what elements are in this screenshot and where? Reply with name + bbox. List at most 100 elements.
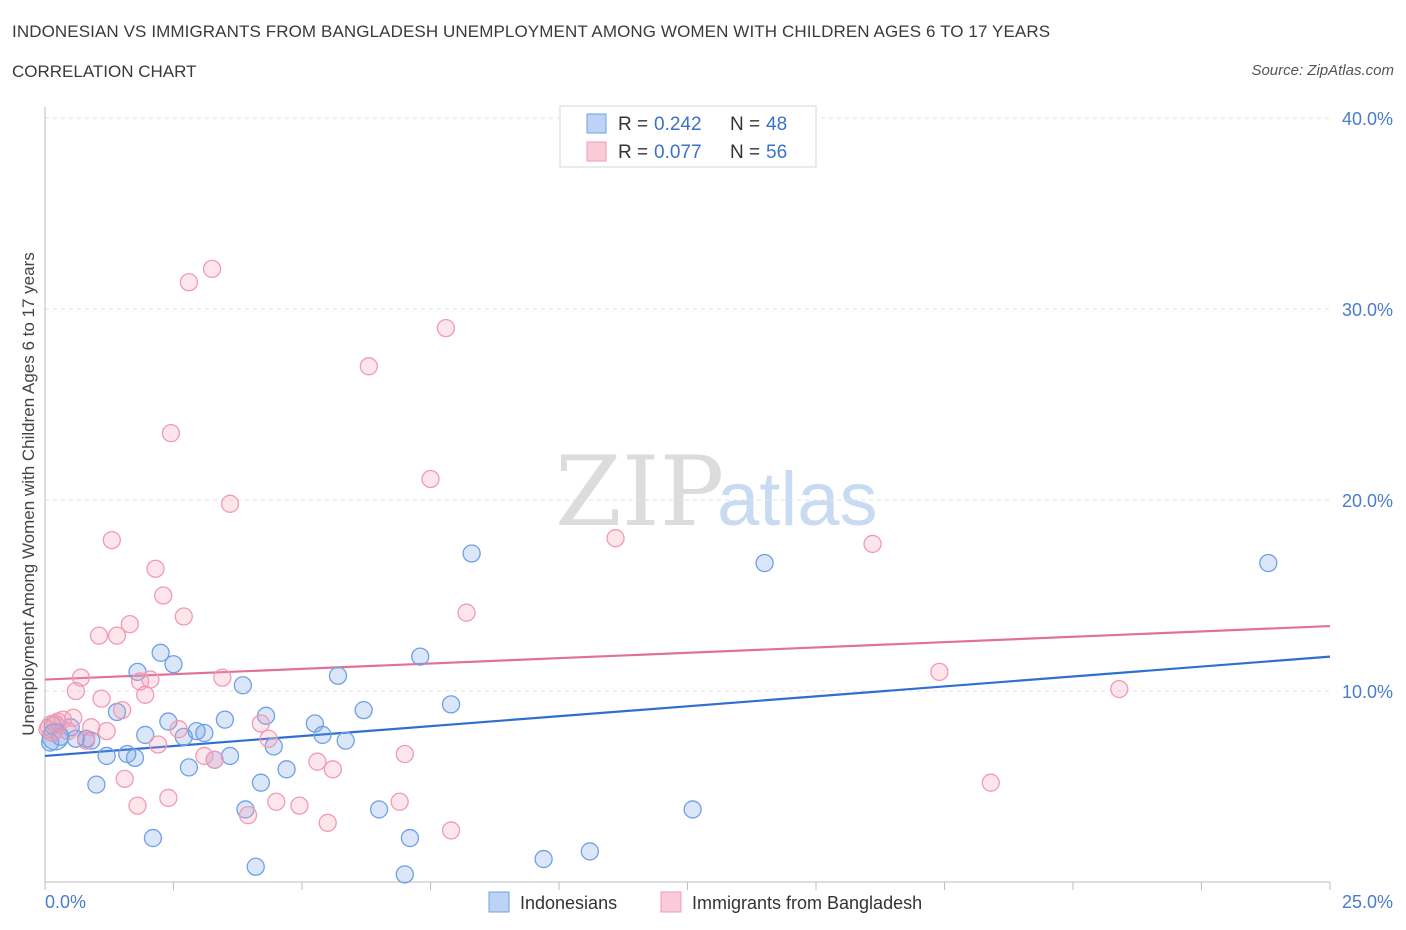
point-bangladesh-16 xyxy=(120,615,139,634)
point-bangladesh-42 xyxy=(359,357,378,376)
point-bangladesh-51 xyxy=(930,662,949,682)
point-indonesians-36 xyxy=(354,700,373,720)
point-bangladesh-50 xyxy=(863,534,882,554)
point-indonesians-38 xyxy=(395,865,414,884)
source-credit: Source: ZipAtlas.com xyxy=(1251,62,1394,79)
point-indonesians-11 xyxy=(125,748,145,767)
point-bangladesh-24 xyxy=(159,788,178,808)
axes: 10.0% 20.0% 30.0% 40.0% 0.0% 25.0% xyxy=(44,107,1393,912)
point-indonesians-8 xyxy=(97,746,116,766)
y-tick-label: 40.0% xyxy=(1342,109,1393,129)
legend-swatch-indonesians xyxy=(586,113,607,134)
point-bangladesh-17 xyxy=(128,796,147,815)
x-tick-label-min: 0.0% xyxy=(45,892,86,912)
bottom-legend-bangladesh: Immigrants from Bangladesh xyxy=(692,893,922,913)
point-indonesians-47 xyxy=(1259,553,1278,573)
chart-title: INDONESIAN VS IMMIGRANTS FROM BANGLADESH… xyxy=(12,22,1051,41)
legend-r-label-2: R = xyxy=(618,142,648,163)
legend-n-value-1: 48 xyxy=(766,114,787,135)
point-bangladesh-19 xyxy=(136,685,155,704)
chart-subtitle: CORRELATION CHART xyxy=(12,62,197,81)
data-points xyxy=(38,259,1278,884)
gridlines xyxy=(45,117,1330,692)
point-bangladesh-36 xyxy=(259,729,278,748)
point-indonesians-14 xyxy=(143,828,163,848)
point-bangladesh-45 xyxy=(421,469,440,489)
legend-n-label-2: N = xyxy=(730,142,760,163)
point-bangladesh-10 xyxy=(92,689,111,708)
point-bangladesh-37 xyxy=(267,792,286,811)
point-indonesians-25 xyxy=(233,676,253,695)
point-bangladesh-21 xyxy=(146,559,165,578)
stats-legend: R = 0.242 N = 48 R = 0.077 N = 56 xyxy=(559,105,817,168)
point-bangladesh-9 xyxy=(89,626,109,645)
point-bangladesh-14 xyxy=(112,700,132,720)
legend-r-value-2: 0.077 xyxy=(654,142,702,163)
x-tick-label-max: 25.0% xyxy=(1342,892,1393,912)
point-indonesians-43 xyxy=(534,849,553,869)
point-indonesians-31 xyxy=(277,760,296,779)
point-bangladesh-35 xyxy=(251,714,271,733)
point-indonesians-6 xyxy=(82,731,101,750)
watermark-zip: ZIP xyxy=(555,436,724,548)
y-axis-label: Unemployment Among Women with Children A… xyxy=(19,252,38,736)
point-bangladesh-39 xyxy=(308,752,327,771)
point-indonesians-40 xyxy=(411,647,430,666)
point-bangladesh-32 xyxy=(213,668,232,687)
point-bangladesh-13 xyxy=(107,626,127,645)
y-tick-label: 30.0% xyxy=(1342,300,1393,320)
point-indonesians-41 xyxy=(441,695,461,714)
point-bangladesh-26 xyxy=(169,720,188,739)
point-bangladesh-11 xyxy=(97,721,116,741)
point-bangladesh-53 xyxy=(1110,679,1129,699)
bottom-legend-indonesians: Indonesians xyxy=(520,893,617,913)
point-bangladesh-5 xyxy=(66,681,85,701)
point-indonesians-39 xyxy=(400,828,420,848)
point-indonesians-42 xyxy=(462,544,481,563)
point-bangladesh-22 xyxy=(148,735,168,754)
point-bangladesh-23 xyxy=(154,586,173,605)
point-indonesians-7 xyxy=(87,775,106,794)
point-bangladesh-41 xyxy=(323,760,342,779)
legend-r-label-1: R = xyxy=(618,114,648,135)
y-tick-label: 20.0% xyxy=(1342,491,1393,511)
point-indonesians-33 xyxy=(313,725,332,745)
point-indonesians-21 xyxy=(195,723,214,743)
point-indonesians-17 xyxy=(164,655,183,674)
point-bangladesh-4 xyxy=(64,708,83,727)
point-indonesians-16 xyxy=(159,712,178,731)
point-bangladesh-33 xyxy=(220,494,240,513)
point-bangladesh-47 xyxy=(441,821,461,840)
point-bangladesh-46 xyxy=(436,318,456,338)
watermark: ZIP atlas xyxy=(555,436,878,548)
point-bangladesh-20 xyxy=(141,670,160,689)
point-bangladesh-6 xyxy=(71,668,91,687)
point-indonesians-19 xyxy=(179,758,199,777)
point-bangladesh-48 xyxy=(457,603,476,622)
point-bangladesh-52 xyxy=(981,773,1000,792)
point-indonesians-cluster xyxy=(41,723,69,751)
point-bangladesh-27 xyxy=(174,607,193,626)
point-bangladesh-49 xyxy=(606,529,625,548)
y-tick-label: 10.0% xyxy=(1342,682,1393,702)
bottom-legend-swatch-bangladesh xyxy=(660,891,682,913)
point-indonesians-37 xyxy=(369,800,389,819)
point-bangladesh-31 xyxy=(205,750,224,769)
point-indonesians-27 xyxy=(246,857,265,876)
trend-line-indonesians xyxy=(44,655,1331,758)
legend-swatch-bangladesh xyxy=(586,141,607,162)
point-bangladesh-7 xyxy=(76,731,96,750)
point-indonesians-44 xyxy=(580,842,599,861)
point-bangladesh-12 xyxy=(102,530,121,550)
point-bangladesh-15 xyxy=(115,769,134,789)
point-bangladesh-29 xyxy=(195,746,214,766)
point-indonesians-46 xyxy=(755,553,774,573)
legend-n-value-2: 56 xyxy=(766,142,787,163)
point-indonesians-23 xyxy=(215,710,235,729)
point-bangladesh-43 xyxy=(390,792,409,811)
trend-lines xyxy=(44,624,1331,758)
point-bangladesh-30 xyxy=(202,259,222,279)
point-indonesians-34 xyxy=(328,666,348,685)
point-bangladesh-44 xyxy=(395,744,414,764)
